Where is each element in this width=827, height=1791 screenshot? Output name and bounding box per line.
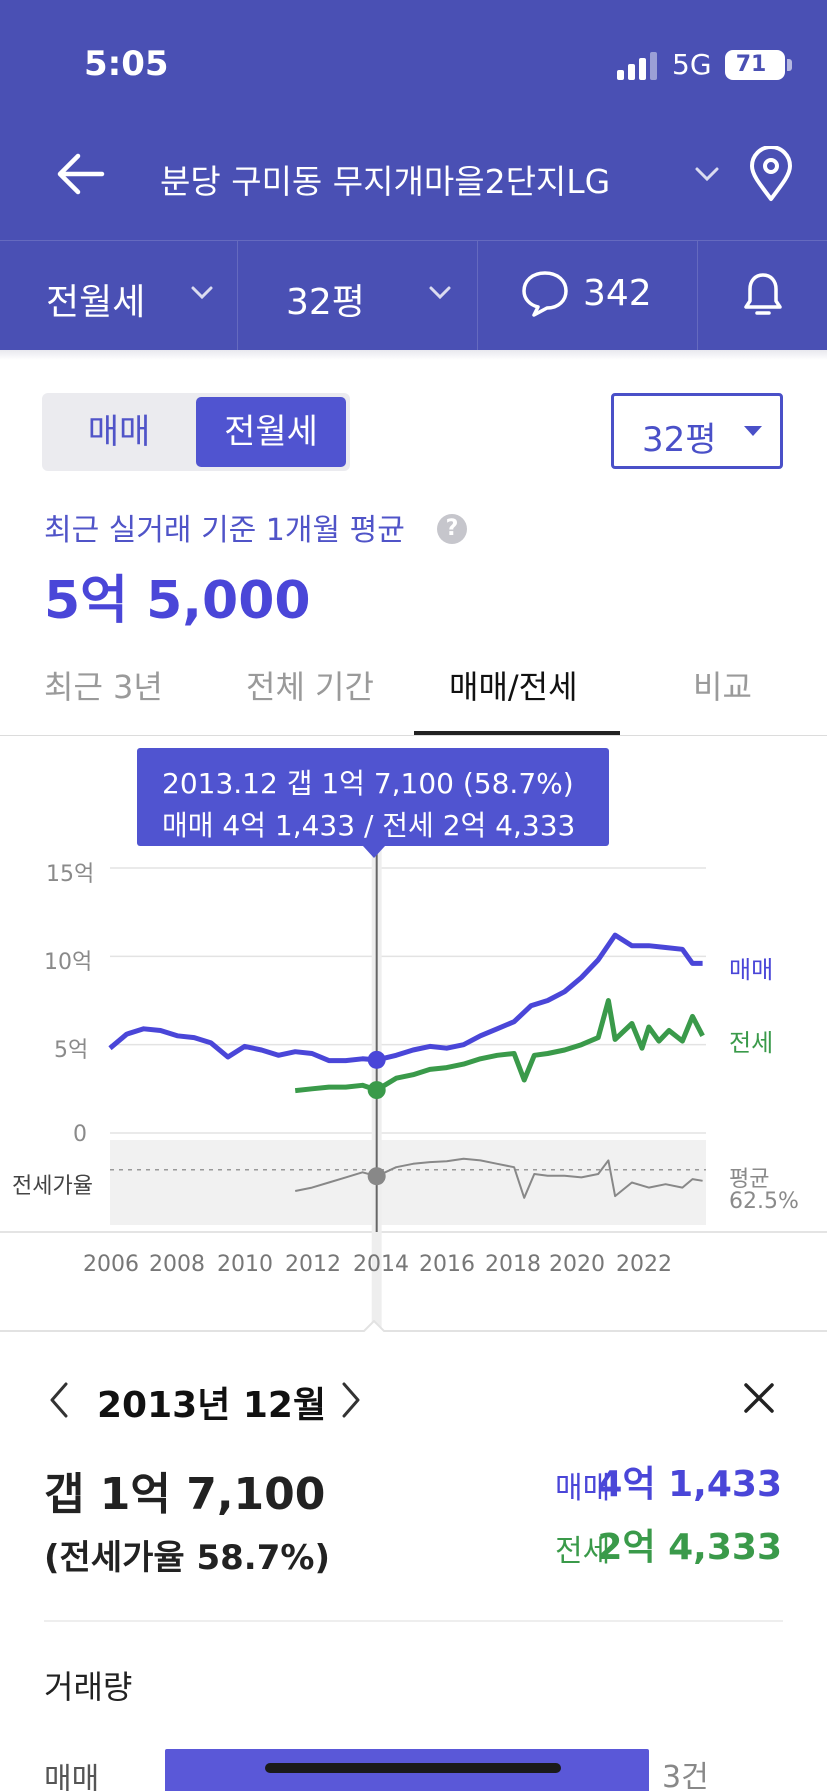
x-tick-label: 2020 [549,1252,605,1277]
back-arrow-icon[interactable] [54,150,106,198]
map-pin-icon[interactable] [748,146,794,202]
x-tick-label: 2010 [217,1252,273,1277]
average-value: 5억 5,000 [44,571,311,631]
chart-divider [0,1330,827,1332]
detail-jeonse-label: 전세 [555,1534,611,1569]
tooltip-pointer [363,846,385,858]
y-tick-label: 5억 [54,1038,89,1063]
chevron-right-icon[interactable] [338,1380,364,1420]
gap-ratio: (전세가율 58.7%) [44,1538,330,1578]
x-tick-label: 2006 [83,1252,139,1277]
tooltip-line-2: 매매 4억 1,433 / 전세 2억 4,333 [162,809,576,842]
range-tabs: 최근 3년 전체 기간 매매/전세 비교 [0,650,827,736]
selected-month: 2013년 12월 [97,1385,327,1426]
ratio-label: 전세가율 [12,1174,93,1199]
volume-row-label: 매매 [44,1762,100,1791]
signal-icon [617,52,657,80]
filter-bar: 전월세 32평 342 [0,240,827,351]
y-tick-label: 0 [73,1122,87,1147]
x-tick-label: 2012 [285,1252,341,1277]
series-line-jeonse [294,998,705,1094]
notification-button[interactable] [698,241,827,351]
header-shadow [0,350,827,360]
marker-jeonse [367,1081,386,1100]
average-label: 최근 실거래 기준 1개월 평균 [44,513,405,548]
x-tick-label: 2008 [149,1252,205,1277]
complex-title[interactable]: 분당 구미동 무지개마을2단지LG [160,162,611,201]
tab-all-period[interactable]: 전체 기간 [246,668,374,706]
type-filter[interactable]: 전월세 [0,241,238,351]
active-tab-indicator [414,731,620,735]
caret-down-icon [744,426,762,436]
chevron-down-icon [429,286,451,300]
chevron-left-icon[interactable] [46,1380,72,1420]
x-tick-label: 2018 [485,1252,541,1277]
deal-type-toggle: 매매 전월세 [42,393,350,471]
chevron-down-icon [191,286,213,300]
help-icon[interactable]: ? [437,514,467,544]
marker-maemae [367,1050,386,1069]
size-dropdown[interactable]: 32평 [611,393,783,469]
type-filter-label: 전월세 [46,282,146,323]
x-tick-label: 2014 [353,1252,409,1277]
y-tick-label: 15억 [46,862,95,887]
comments-button[interactable]: 342 [478,241,698,351]
toggle-jeonwolse[interactable]: 전월세 [196,397,346,467]
detail-maemae-value: 4억 1,433 [597,1464,782,1505]
tab-compare[interactable]: 비교 [693,668,752,706]
price-chart[interactable] [0,0,827,1331]
ratio-average-label: 평균 [729,1167,770,1192]
series-line-maemae [108,932,703,1064]
marker-ratio [367,1167,386,1186]
home-indicator [265,1763,561,1773]
detail-maemae-label: 매매 [555,1471,611,1506]
chevron-down-icon[interactable] [694,164,720,184]
section-divider [44,1620,783,1622]
speech-bubble-icon [522,271,568,317]
detail-jeonse-value: 2억 4,333 [597,1527,782,1568]
battery-icon: 71 [725,50,785,80]
x-tick-label: 2016 [419,1252,475,1277]
size-filter-label: 32평 [286,282,365,323]
battery-level: 71 [735,52,767,77]
volume-count: 3건 [662,1760,709,1791]
legend-maemae: 매매 [729,956,774,984]
bell-icon [744,273,782,315]
network-label: 5G [672,48,712,81]
status-time: 5:05 [84,44,169,84]
battery-cap [787,59,792,71]
tooltip-line-1: 2013.12 갭 1억 7,100 (58.7%) [162,767,574,800]
chart-tooltip: 2013.12 갭 1억 7,100 (58.7%) 매매 4억 1,433 /… [137,748,609,846]
toggle-maemae[interactable]: 매매 [87,412,151,452]
ratio-band [110,1140,706,1225]
tab-recent-3y[interactable]: 최근 3년 [44,668,163,706]
selection-pointer [363,1320,385,1332]
gap-value: 갭 1억 7,100 [44,1469,326,1520]
size-filter[interactable]: 32평 [238,241,478,351]
x-tick-label: 2022 [616,1252,672,1277]
app-header: 5:05 5G 71 분당 구미동 무지개마을2단지LG 전월세 32평 [0,0,827,351]
tab-maemae-jeonse[interactable]: 매매/전세 [449,668,578,706]
volume-title: 거래량 [44,1668,133,1706]
ratio-average-value: 62.5% [729,1189,799,1214]
size-dropdown-value: 32평 [642,420,717,460]
y-tick-label: 10억 [44,950,93,975]
comment-count: 342 [583,273,652,314]
legend-jeonse: 전세 [729,1029,774,1057]
close-icon[interactable] [742,1381,776,1415]
